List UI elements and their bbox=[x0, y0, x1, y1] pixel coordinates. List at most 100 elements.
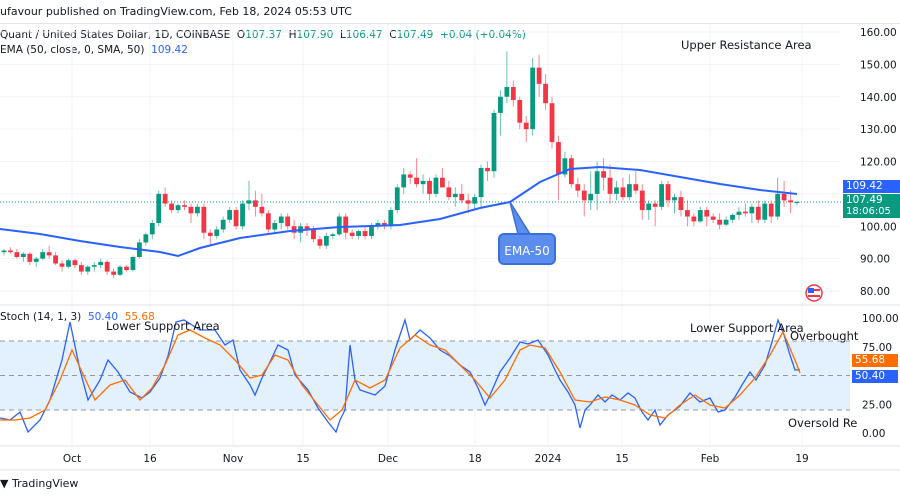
candle-down bbox=[72, 260, 78, 266]
header-divider bbox=[0, 23, 900, 24]
candle-down bbox=[440, 177, 445, 188]
candle-down bbox=[46, 252, 52, 256]
candle-up bbox=[356, 231, 361, 236]
tradingview-logo-icon: ▼ bbox=[0, 477, 9, 490]
candle-up bbox=[478, 167, 484, 198]
candle-down bbox=[678, 197, 684, 211]
candle-down bbox=[14, 252, 20, 258]
candle-down bbox=[169, 203, 175, 211]
candle-down bbox=[768, 203, 774, 217]
candle-down bbox=[285, 216, 291, 227]
candle-down bbox=[633, 184, 639, 191]
candle-down bbox=[620, 187, 626, 198]
candle-up bbox=[246, 200, 252, 204]
candle-up bbox=[175, 205, 181, 211]
candle-down bbox=[607, 177, 613, 194]
candle-down bbox=[459, 193, 465, 201]
candle-down bbox=[53, 255, 58, 264]
candle-down bbox=[755, 206, 761, 220]
candle-up bbox=[227, 210, 233, 220]
candle-down bbox=[162, 193, 168, 204]
candle-up bbox=[1, 250, 7, 253]
candle-down bbox=[188, 206, 194, 214]
candle-up bbox=[736, 211, 742, 215]
candle-down bbox=[59, 263, 65, 267]
callout-pointer bbox=[509, 201, 532, 235]
ema50-callout: EMA-50 bbox=[498, 233, 556, 265]
lower-support-right-label: Lower Support Area bbox=[690, 321, 804, 335]
candle-down bbox=[710, 216, 716, 220]
publish-header: ufavour published on TradingView.com, Fe… bbox=[0, 0, 900, 24]
candle-up bbox=[530, 67, 536, 130]
footer: ▼ TradingView bbox=[0, 474, 78, 494]
time-tick: 2024 bbox=[535, 453, 562, 465]
candle-down bbox=[717, 219, 723, 225]
stoch-d-tag: 55.68 bbox=[852, 354, 898, 367]
candle-down bbox=[684, 210, 690, 217]
candle-up bbox=[330, 234, 336, 236]
stoch-legend: Stoch (14, 1, 3) 50.40 55.68 bbox=[0, 311, 155, 323]
price-tick: 150.00 bbox=[860, 59, 897, 71]
candle-up bbox=[672, 197, 677, 201]
time-tick: 16 bbox=[143, 453, 157, 465]
candle-up bbox=[143, 234, 149, 243]
candle-down bbox=[691, 216, 697, 222]
candle-up bbox=[472, 197, 478, 204]
stoch-d-value: 55.68 bbox=[124, 311, 155, 323]
candle-up bbox=[491, 112, 497, 172]
candle-down bbox=[568, 158, 574, 185]
price-tick: 90.00 bbox=[860, 254, 890, 266]
time-tick: Oct bbox=[63, 453, 81, 465]
time-tick: 18 bbox=[468, 453, 481, 465]
candle-up bbox=[420, 180, 426, 185]
candle-up bbox=[278, 216, 284, 224]
candle-up bbox=[614, 187, 619, 194]
candle-up bbox=[117, 266, 123, 275]
time-tick: Nov bbox=[223, 453, 244, 465]
candle-down bbox=[665, 184, 671, 201]
candle-down bbox=[111, 271, 117, 275]
candle-up bbox=[646, 203, 652, 211]
candle-up bbox=[588, 193, 594, 201]
candle-up bbox=[369, 226, 374, 236]
time-tick: 15 bbox=[615, 453, 628, 465]
candle-up bbox=[401, 174, 407, 188]
stoch-label[interactable]: Stoch (14, 1, 3) bbox=[0, 311, 82, 323]
stoch-d-line bbox=[0, 329, 801, 421]
lower-support-left-label: Lower Support Area bbox=[106, 319, 220, 333]
candle-up bbox=[156, 193, 162, 224]
candle-up bbox=[794, 202, 800, 204]
candle-down bbox=[781, 193, 787, 201]
candle-up bbox=[323, 235, 329, 246]
candle-down bbox=[343, 216, 349, 233]
candle-down bbox=[265, 213, 271, 230]
candle-up bbox=[562, 158, 568, 175]
footer-brand[interactable]: TradingView bbox=[11, 477, 79, 490]
candle-up bbox=[20, 253, 26, 258]
candle-up bbox=[452, 193, 458, 198]
candle-down bbox=[446, 187, 452, 198]
candle-down bbox=[253, 200, 258, 207]
candle-down bbox=[465, 200, 471, 204]
candle-up bbox=[91, 265, 97, 267]
candle-down bbox=[510, 87, 516, 100]
candle-down bbox=[259, 206, 265, 214]
stoch-tick: 75.00 bbox=[862, 342, 892, 354]
candle-down bbox=[536, 67, 542, 84]
candle-down bbox=[207, 232, 213, 236]
candle-down bbox=[652, 203, 658, 207]
candle-up bbox=[730, 214, 735, 220]
candle-up bbox=[762, 203, 768, 220]
price-tick: 160.00 bbox=[860, 27, 897, 39]
time-tick: 15 bbox=[296, 453, 309, 465]
candle-up bbox=[375, 223, 381, 227]
flag-stripe bbox=[814, 289, 820, 291]
candle-up bbox=[195, 206, 200, 214]
candle-down bbox=[317, 239, 323, 246]
candle-down bbox=[27, 253, 33, 262]
candle-up bbox=[214, 229, 220, 236]
candle-down bbox=[201, 206, 207, 233]
price-tick: 80.00 bbox=[860, 286, 890, 298]
publish-info: ufavour published on TradingView.com, Fe… bbox=[0, 5, 352, 18]
